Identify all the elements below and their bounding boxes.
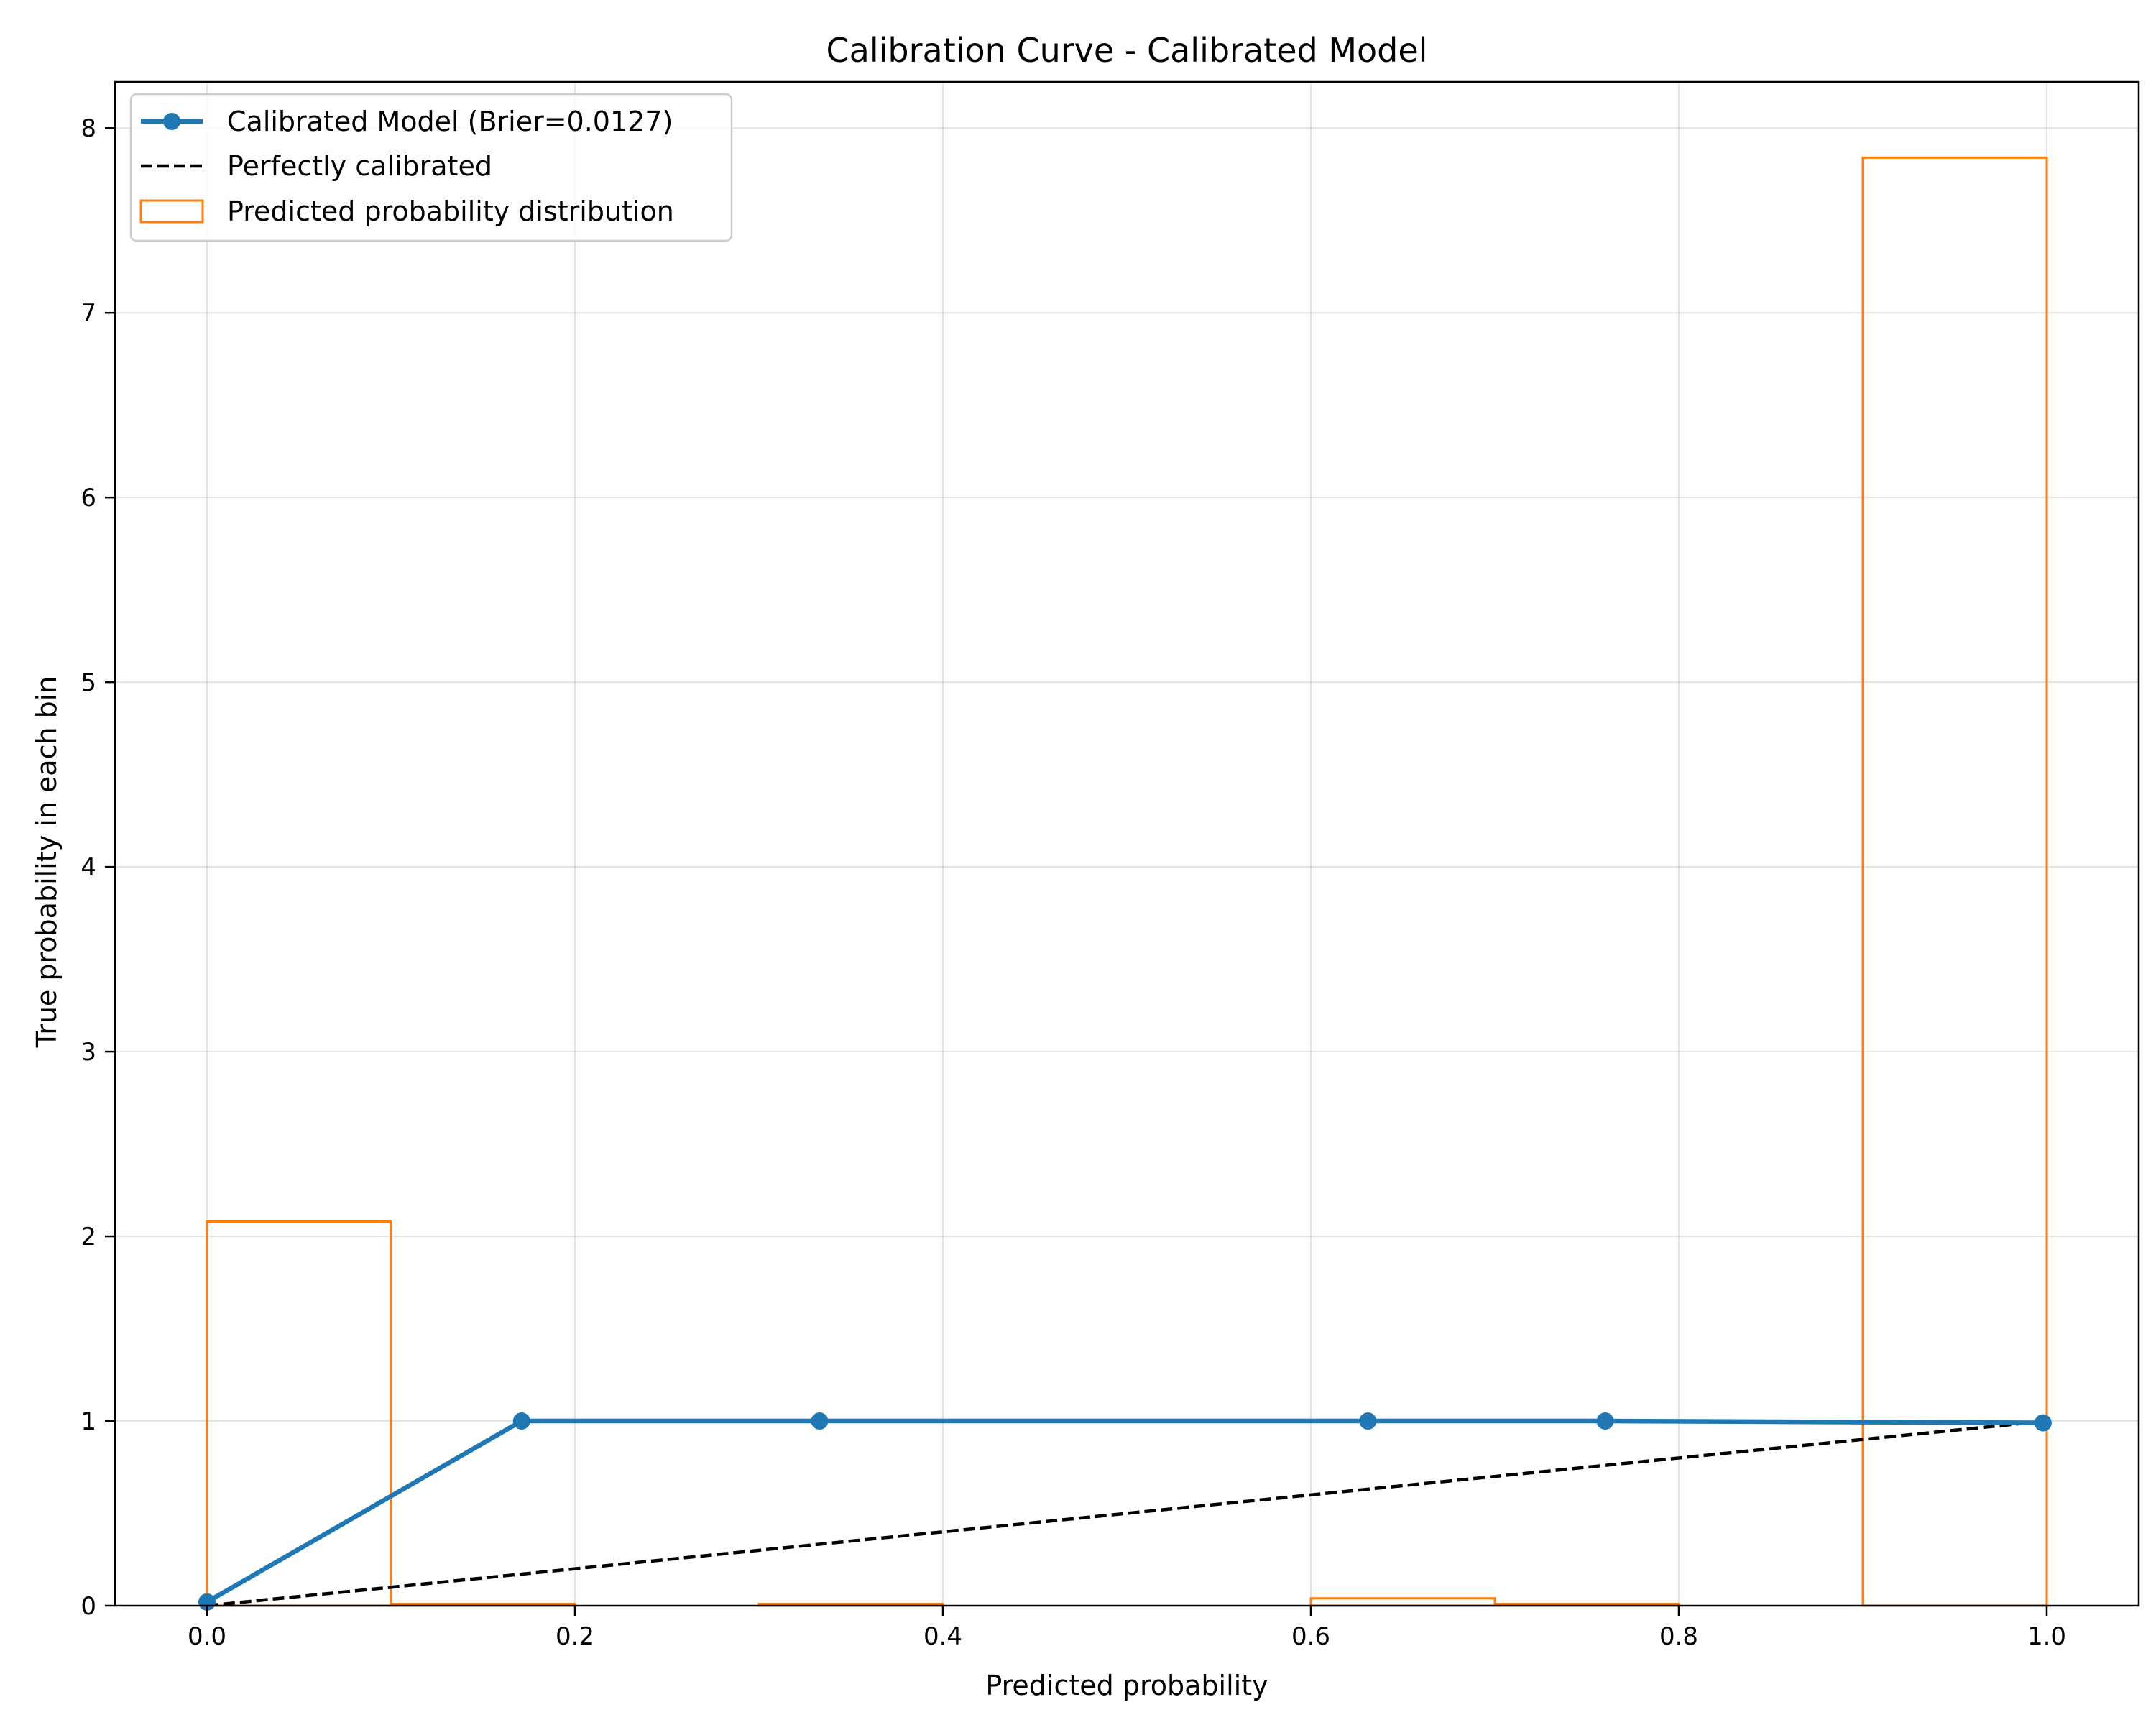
x-tick-label: 1.0 [2027, 1622, 2066, 1651]
x-tick-label: 0.2 [556, 1622, 594, 1651]
y-tick-label: 4 [80, 853, 96, 882]
calibrated-model-line [206, 1418, 2043, 1604]
axis-ticks: 0.0 0.2 0.4 0.6 0.8 1.0 0 1 2 3 4 5 6 7 8 [80, 114, 2066, 1651]
y-tick-label: 6 [80, 484, 96, 512]
legend-swatch-predicted-distribution [139, 199, 204, 224]
y-tick-label: 7 [80, 299, 96, 328]
legend-label-predicted-distribution: Predicted probability distribution [227, 196, 674, 227]
legend-label-calibrated-model: Calibrated Model (Brier=0.0127) [227, 106, 673, 137]
legend: Calibrated Model (Brier=0.0127) Perfectl… [129, 93, 733, 242]
y-tick-label: 5 [80, 668, 96, 697]
x-tick-label: 0.0 [188, 1622, 226, 1651]
x-axis-label: Predicted probability [985, 1670, 1268, 1701]
y-tick-label: 2 [80, 1223, 96, 1251]
y-tick-label: 8 [80, 114, 96, 143]
calibrated-model-point [2034, 1414, 2052, 1432]
y-tick-label: 1 [80, 1407, 96, 1436]
y-axis-label: True probability in each bin [31, 676, 63, 1049]
legend-marker-calibrated-model [163, 113, 180, 130]
y-tick-label: 0 [80, 1592, 96, 1621]
x-tick-label: 0.8 [1659, 1622, 1698, 1651]
y-tick-label: 3 [80, 1038, 96, 1067]
calibrated-model-point [811, 1412, 829, 1430]
legend-label-perfectly-calibrated: Perfectly calibrated [227, 150, 492, 182]
x-tick-label: 0.6 [1291, 1622, 1330, 1651]
perfect-calibration-series [206, 1419, 2047, 1608]
calibrated-model-point [1596, 1412, 1614, 1430]
calibrated-model-point [512, 1412, 530, 1430]
chart-title: Calibration Curve - Calibrated Model [826, 31, 1428, 70]
perfectly-calibrated-line [206, 1419, 2047, 1608]
calibrated-model-point [1359, 1412, 1377, 1430]
legend-box [129, 93, 733, 242]
x-tick-label: 0.4 [923, 1622, 962, 1651]
plot-frame [114, 80, 2140, 1607]
